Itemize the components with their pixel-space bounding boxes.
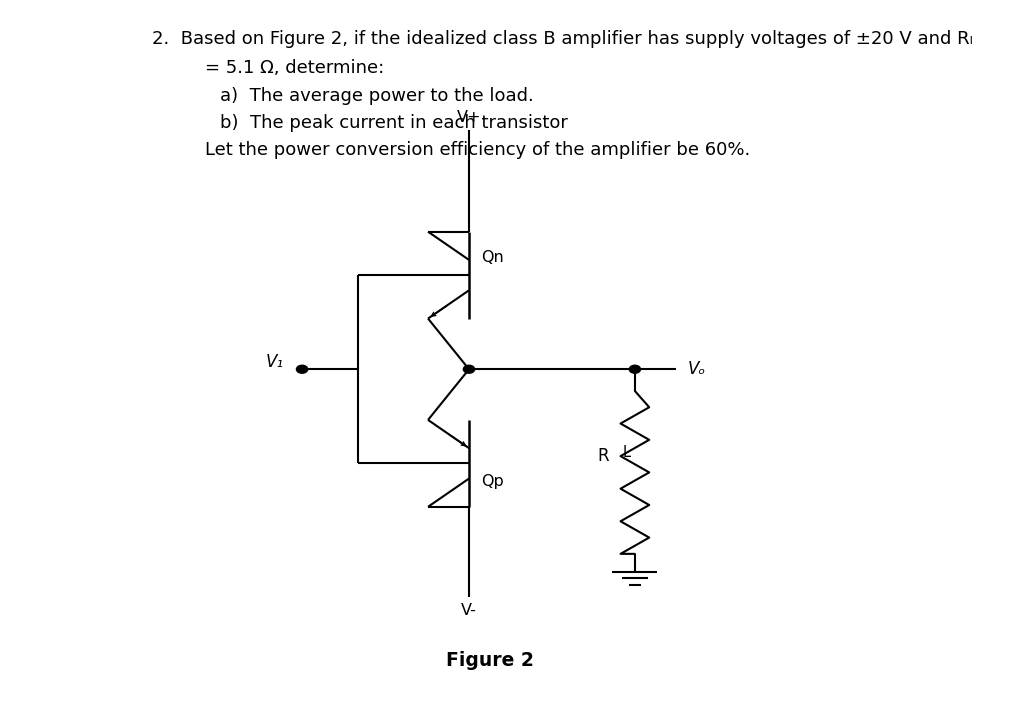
Text: = 5.1 Ω, determine:: = 5.1 Ω, determine: — [205, 59, 384, 77]
Text: V+: V+ — [457, 109, 481, 125]
Text: a)  The average power to the load.: a) The average power to the load. — [220, 87, 534, 105]
Text: V₁: V₁ — [265, 353, 284, 371]
Text: Figure 2: Figure 2 — [445, 651, 534, 670]
Text: Let the power conversion efficiency of the amplifier be 60%.: Let the power conversion efficiency of t… — [205, 141, 750, 159]
Text: Qp: Qp — [481, 474, 504, 489]
Text: b)  The peak current in each transistor: b) The peak current in each transistor — [220, 114, 568, 132]
Text: 2.  Based on Figure 2, if the idealized class B amplifier has supply voltages of: 2. Based on Figure 2, if the idealized c… — [152, 30, 973, 49]
Text: R: R — [598, 447, 609, 465]
Circle shape — [297, 365, 307, 374]
Text: L: L — [623, 445, 631, 460]
Circle shape — [463, 365, 475, 374]
Circle shape — [629, 365, 641, 374]
Text: V-: V- — [461, 603, 477, 618]
Text: Qn: Qn — [481, 250, 504, 264]
Text: Vₒ: Vₒ — [688, 361, 707, 378]
